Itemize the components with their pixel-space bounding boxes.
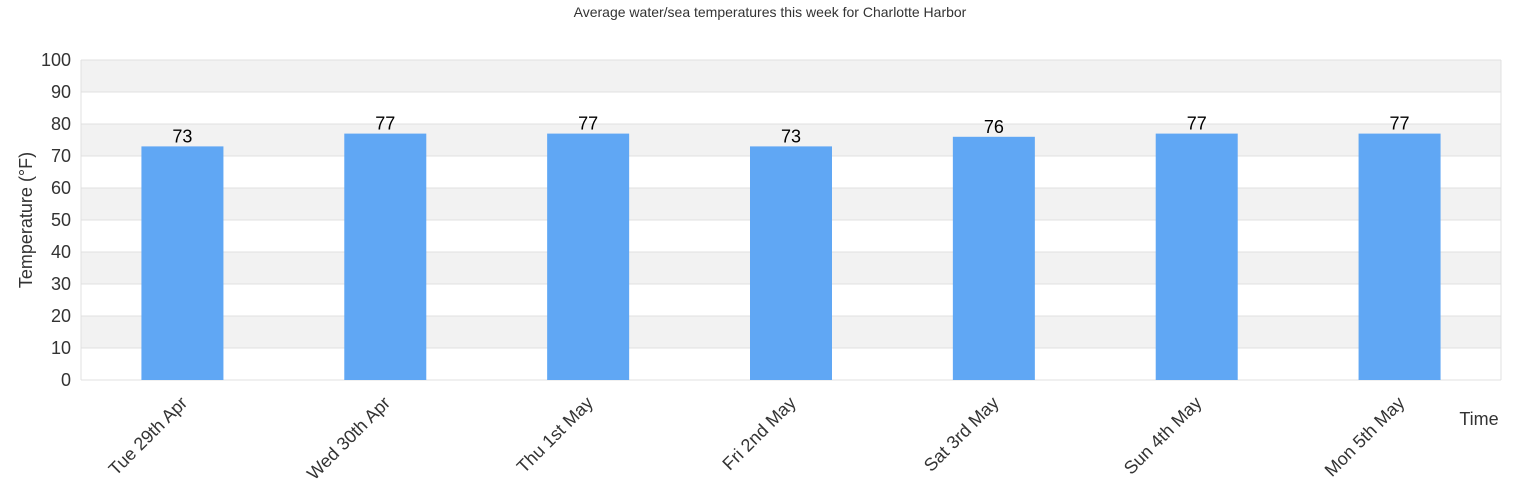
y-tick-label: 30: [51, 274, 71, 294]
bar-value-label: 77: [1187, 114, 1207, 134]
bar-value-label: 77: [375, 114, 395, 134]
x-tick-label: Thu 1st May: [513, 393, 597, 477]
x-tick-label: Mon 5th May: [1321, 393, 1409, 481]
bar: [547, 133, 630, 380]
y-axis-ticks: 0 10 20 30 40 50 60 70 80 90 100: [41, 50, 71, 390]
y-axis-label: Temperature (°F): [16, 152, 36, 288]
y-tick-label: 80: [51, 114, 71, 134]
x-axis-ticks: Tue 29th Apr Wed 30th Apr Thu 1st May Fri 2…: [105, 393, 1409, 484]
bar-value-label: 76: [984, 117, 1004, 137]
grid-band: [81, 60, 1501, 92]
bar: [952, 136, 1035, 380]
bar-value-label: 77: [1390, 114, 1410, 134]
y-tick-label: 50: [51, 210, 71, 230]
x-tick-label: Tue 29th Apr: [105, 393, 192, 480]
y-tick-label: 90: [51, 82, 71, 102]
bar: [141, 146, 224, 380]
y-tick-label: 70: [51, 146, 71, 166]
x-tick-label: Sun 4th May: [1120, 393, 1206, 479]
bar: [750, 146, 832, 380]
y-tick-label: 100: [41, 50, 71, 70]
y-tick-label: 20: [51, 306, 71, 326]
bar: [1155, 133, 1238, 380]
x-tick-label: Wed 30th Apr: [303, 393, 394, 484]
bar-value-label: 73: [172, 126, 192, 146]
bar-value-label: 73: [781, 126, 801, 146]
x-axis-label: Time: [1459, 409, 1498, 429]
chart-title: Average water/sea temperatures this week…: [574, 4, 967, 20]
x-tick-label: Sat 3rd May: [920, 393, 1003, 476]
bars: [141, 133, 1441, 380]
bar: [1358, 133, 1441, 380]
bar: [344, 133, 427, 380]
value-labels: 73 77 77 73 76 77 77: [172, 114, 1409, 147]
x-tick-label: Fri 2nd May: [718, 393, 799, 474]
y-tick-label: 60: [51, 178, 71, 198]
y-tick-label: 40: [51, 242, 71, 262]
y-tick-label: 0: [61, 370, 71, 390]
bar-value-label: 77: [578, 114, 598, 134]
y-tick-label: 10: [51, 338, 71, 358]
